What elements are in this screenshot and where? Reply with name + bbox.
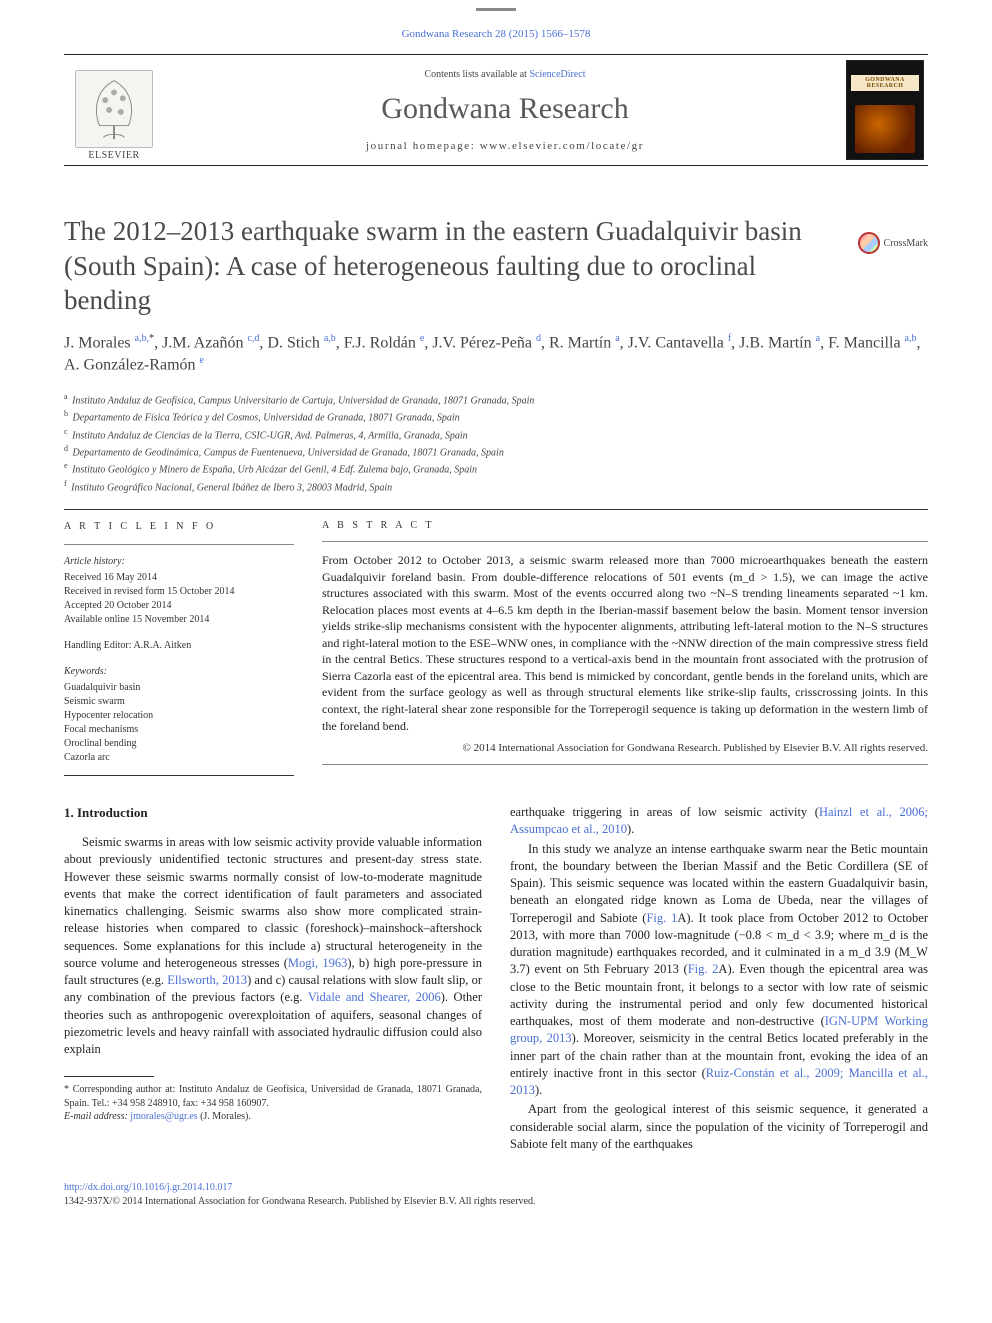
handling-editor: Handling Editor: A.R.A. Aitken [64,639,294,653]
title-line-1: The 2012–2013 earthquake swarm in the ea… [64,216,802,246]
journal-name: Gondwana Research [164,92,846,126]
masthead-center: Contents lists available at ScienceDirec… [164,59,846,162]
abstract-text: From October 2012 to October 2013, a sei… [322,552,928,734]
paragraph: In this study we analyze an intense eart… [510,841,928,1100]
online-date: Available online 15 November 2014 [64,613,294,627]
paragraph: Seismic swarms in areas with low seismic… [64,834,482,1058]
keywords-list: Guadalquivir basinSeismic swarmHypocente… [64,681,294,765]
contents-list-line: Contents lists available at ScienceDirec… [164,69,846,80]
citation-link[interactable]: Mogi, 1963 [288,956,347,970]
masthead: ELSEVIER Contents lists available at Sci… [64,54,928,166]
paragraph: Apart from the geological interest of th… [510,1101,928,1153]
article-info-heading: A R T I C L E I N F O [64,520,294,534]
contents-prefix: Contents lists available at [424,69,529,80]
crossmark-icon [858,232,880,254]
cover-art-icon [855,105,915,153]
keyword-item: Oroclinal bending [64,737,294,751]
keyword-item: Seismic swarm [64,695,294,709]
publisher-name: ELSEVIER [88,150,139,161]
revised-date: Received in revised form 15 October 2014 [64,585,294,599]
title-block: The 2012–2013 earthquake swarm in the ea… [64,214,928,495]
section-heading: 1. Introduction [64,804,482,822]
separator-rule-2 [64,775,294,776]
separator-rule [64,509,928,510]
elsevier-tree-icon [75,70,153,148]
paper-title: The 2012–2013 earthquake swarm in the ea… [64,214,824,318]
body-columns: 1. Introduction Seismic swarms in areas … [64,804,928,1155]
journal-cover-thumbnail: GONDWANA RESEARCH [846,60,924,160]
column-left: 1. Introduction Seismic swarms in areas … [64,804,482,1155]
article-info: A R T I C L E I N F O Article history: R… [64,520,294,775]
affiliation-item: e Instituto Geológico y Minero de España… [64,460,928,477]
author-list: J. Morales a,b,*, J.M. Azañón c,d, D. St… [64,332,928,377]
info-rule [64,544,294,545]
page: Gondwana Research 28 (2015) 1566–1578 EL… [0,0,992,1241]
corresponding-author: * Corresponding author at: Instituto And… [64,1083,482,1110]
column-right: earthquake triggering in areas of low se… [510,804,928,1155]
homepage-prefix: journal homepage: [366,140,480,152]
top-bar-ornament [476,8,516,11]
sciencedirect-link[interactable]: ScienceDirect [529,69,585,80]
figure-link[interactable]: Fig. 2 [688,962,719,976]
affiliation-list: a Instituto Andaluz de Geofísica, Campus… [64,391,928,495]
footnote-rule [64,1076,154,1077]
affiliation-item: d Departamento de Geodinámica, Campus de… [64,443,928,460]
footnotes: * Corresponding author at: Instituto And… [64,1083,482,1124]
journal-homepage: journal homepage: www.elsevier.com/locat… [164,140,846,152]
doi-link[interactable]: http://dx.doi.org/10.1016/j.gr.2014.10.0… [64,1182,232,1193]
abstract-bottom-rule [322,764,928,765]
keyword-item: Hypocenter relocation [64,709,294,723]
issn-copyright: 1342-937X/© 2014 International Associati… [64,1195,928,1209]
abstract-copyright: © 2014 International Association for Gon… [322,742,928,754]
homepage-url[interactable]: www.elsevier.com/locate/gr [480,140,644,152]
journal-reference[interactable]: Gondwana Research 28 (2015) 1566–1578 [64,28,928,40]
accepted-date: Accepted 20 October 2014 [64,599,294,613]
crossmark-badge[interactable]: CrossMark [858,232,928,254]
affiliation-item: a Instituto Andaluz de Geofísica, Campus… [64,391,928,408]
affiliation-item: c Instituto Andaluz de Ciencias de la Ti… [64,426,928,443]
figure-link[interactable]: Fig. 1 [646,911,677,925]
title-line-2: (South Spain): A case of heterogeneous f… [64,251,756,316]
abstract: A B S T R A C T From October 2012 to Oct… [322,520,928,775]
email-line: E-mail address: jmorales@ugr.es (J. Mora… [64,1110,482,1124]
citation-link[interactable]: Ellsworth, 2013 [167,973,247,987]
footer: http://dx.doi.org/10.1016/j.gr.2014.10.0… [64,1181,928,1209]
publisher-logo: ELSEVIER [64,55,164,165]
info-abstract-row: A R T I C L E I N F O Article history: R… [64,520,928,775]
abstract-heading: A B S T R A C T [322,520,928,531]
keyword-item: Focal mechanisms [64,723,294,737]
affiliation-item: f Instituto Geográfico Nacional, General… [64,478,928,495]
keyword-item: Guadalquivir basin [64,681,294,695]
citation-link[interactable]: Vidale and Shearer, 2006 [308,990,441,1004]
crossmark-label: CrossMark [884,238,928,249]
cover-title: GONDWANA RESEARCH [851,75,919,91]
keyword-item: Cazorla arc [64,751,294,765]
paragraph: earthquake triggering in areas of low se… [510,804,928,839]
history-label: Article history: [64,555,294,569]
email-link[interactable]: jmorales@ugr.es [130,1111,197,1122]
article-history: Article history: Received 16 May 2014 Re… [64,555,294,627]
abstract-rule [322,541,928,542]
affiliation-item: b Departamento de Física Teórica y del C… [64,408,928,425]
received-date: Received 16 May 2014 [64,571,294,585]
keywords-label: Keywords: [64,665,294,679]
